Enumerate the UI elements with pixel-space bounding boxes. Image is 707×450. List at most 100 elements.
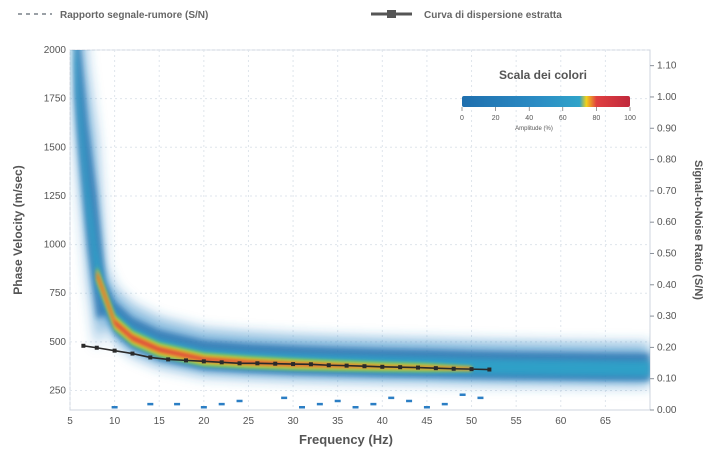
snr-point: [477, 396, 484, 400]
dispersion-curve-point: [166, 357, 171, 362]
x-tick-label: 60: [555, 416, 567, 427]
dispersion-curve-point: [469, 367, 474, 372]
colorbar-tick-label: 20: [492, 115, 500, 122]
legend: Rapporto segnale-rumore (S/N) Curva di d…: [18, 10, 562, 21]
y2-tick-label: 1.10: [657, 61, 677, 72]
dispersion-curve-point: [184, 358, 188, 363]
dispersion-curve-point: [255, 361, 260, 366]
x-tick-label: 50: [466, 416, 478, 427]
y-axis: 250 500 750 1000 1250 1500 1750 2000: [44, 45, 67, 397]
y-axis-label: Phase Velocity (m/sec): [11, 165, 25, 294]
snr-point: [441, 402, 448, 406]
x-axis: 5 10 15 20 25 30 35 40 45 50 55 60 65: [67, 416, 611, 427]
dispersion-curve: [81, 343, 492, 372]
x-tick-label: 45: [421, 416, 433, 427]
dispersion-curve-point: [291, 362, 296, 367]
y-tick-label: 2000: [44, 45, 67, 56]
colorbar-tick-label: 80: [593, 115, 601, 122]
x-tick-label: 10: [109, 416, 121, 427]
legend-curve-label: Curva di dispersione estratta: [424, 10, 562, 21]
y-tick-label: 1750: [44, 94, 67, 105]
heat-band-mid: [74, 50, 650, 381]
dispersion-curve-point: [433, 366, 438, 371]
snr-point: [370, 402, 377, 406]
snr-point: [352, 406, 359, 409]
y2-tick-label: 0.30: [657, 311, 677, 322]
dispersion-curve-point: [81, 343, 86, 348]
colorbar-tick-label: 0: [460, 115, 464, 122]
dispersion-curve-point: [398, 365, 403, 370]
snr-point: [147, 402, 154, 406]
dispersion-curve-point: [112, 348, 117, 353]
x-tick-label: 30: [288, 416, 300, 427]
snr-point: [299, 406, 305, 409]
y-tick-label: 750: [49, 288, 66, 299]
snr-point: [388, 396, 395, 400]
dispersion-curve-point: [148, 355, 153, 360]
snr-point: [200, 406, 207, 409]
colorbar-ticks: 0 20 40 60 80 100: [460, 107, 636, 122]
y2-tick-label: 0.80: [657, 155, 677, 166]
x-tick-label: 40: [377, 416, 389, 427]
colorbar-label: Amplitude (%): [515, 126, 553, 132]
snr-point: [111, 406, 118, 409]
dispersion-curve-point: [380, 364, 385, 369]
dispersion-curve-point: [416, 365, 420, 370]
dispersion-curve-point: [487, 367, 492, 372]
colorbar-tick-label: 40: [525, 115, 533, 122]
y2-axis: 0.00 0.10 0.20 0.30 0.40 0.50 0.60 0.70 0.80 0.90…: [650, 61, 677, 416]
y2-tick-label: 0.40: [657, 280, 677, 291]
y2-tick-label: 1.00: [657, 92, 677, 103]
dispersion-curve-point: [130, 351, 135, 356]
legend-snr-label: Rapporto segnale-rumore (S/N): [60, 10, 208, 21]
y-tick-label: 1000: [44, 240, 67, 251]
y-tick-label: 250: [49, 386, 66, 397]
snr-point: [459, 393, 466, 396]
snr-point: [406, 399, 413, 403]
dispersion-curve-point: [451, 366, 456, 371]
colorbar-title: Scala dei colori: [499, 68, 587, 82]
dispersion-curve-line: [83, 344, 490, 371]
x-tick-label: 20: [198, 416, 210, 427]
colorbar-tick-label: 100: [624, 115, 636, 122]
colorbar-gradient: [462, 96, 630, 107]
dispersion-curve-point: [273, 361, 278, 366]
dispersion-curve-point: [201, 359, 206, 364]
y2-tick-label: 0.10: [657, 374, 677, 385]
dispersion-curve-point: [219, 360, 224, 365]
dispersion-curve-point: [308, 362, 313, 367]
x-tick-label: 65: [600, 416, 612, 427]
snr-series: [111, 393, 484, 409]
y2-tick-label: 0.50: [657, 248, 677, 259]
y2-tick-label: 0.20: [657, 342, 677, 353]
dispersion-curve-point: [362, 364, 367, 369]
y2-tick-label: 0.70: [657, 186, 677, 197]
dispersion-curve-point: [326, 363, 331, 368]
colorbar: Scala dei colori 0 20 40 60 80 100 Amplitude …: [460, 68, 636, 132]
y-tick-label: 500: [49, 337, 66, 348]
x-tick-label: 55: [511, 416, 523, 427]
x-tick-label: 5: [67, 416, 73, 427]
x-tick-label: 15: [154, 416, 166, 427]
snr-point: [236, 399, 243, 403]
x-axis-label: Frequency (Hz): [299, 432, 393, 447]
dispersion-curve-point: [344, 363, 349, 368]
dispersion-curve-point: [237, 361, 242, 366]
snr-point: [423, 406, 430, 409]
y2-tick-label: 0.00: [657, 405, 677, 416]
snr-point: [316, 402, 323, 406]
y-tick-label: 1500: [44, 142, 67, 153]
legend-curve-marker: [387, 10, 396, 18]
y2-axis-label: Signal-to-Noise Ratio (S/N): [692, 160, 704, 300]
x-tick-label: 25: [243, 416, 255, 427]
y-tick-label: 1250: [44, 191, 67, 202]
dispersion-curve-point: [94, 345, 99, 350]
snr-point: [218, 402, 225, 406]
snr-point: [174, 402, 181, 406]
colorbar-tick-label: 60: [559, 115, 567, 122]
y2-tick-label: 0.60: [657, 217, 677, 228]
y2-tick-label: 0.90: [657, 123, 677, 134]
snr-point: [334, 399, 341, 403]
x-tick-label: 35: [332, 416, 344, 427]
